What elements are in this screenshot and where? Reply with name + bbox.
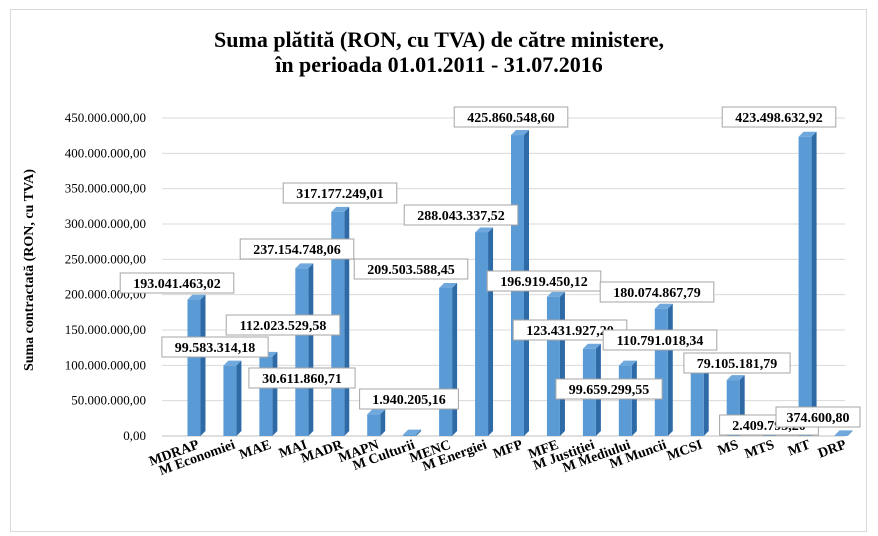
bar — [295, 268, 309, 436]
data-label: 112.023.529,58 — [240, 319, 327, 334]
bar-top — [475, 227, 494, 233]
data-label-box — [282, 182, 398, 204]
bar-side — [811, 131, 817, 436]
data-label: 99.659.299,55 — [569, 383, 650, 398]
data-label-box — [248, 367, 356, 389]
y-tick-label: 400.000.000,00 — [65, 145, 146, 160]
bar-top — [331, 206, 350, 212]
data-label: 1.940.205,16 — [372, 393, 446, 408]
bar-top — [654, 303, 673, 309]
bar-top — [511, 130, 529, 136]
x-category-label: MFP — [491, 438, 525, 463]
bar-top — [439, 282, 458, 288]
chart-title-line-2: în perioada 01.01.2011 - 31.07.2016 — [275, 52, 603, 77]
x-category-label: DRP — [816, 438, 849, 462]
x-category-label: MT — [786, 437, 813, 459]
data-label: 193.041.463,02 — [133, 277, 221, 292]
bar-top — [187, 294, 206, 300]
bar-top — [367, 409, 386, 415]
data-label-box — [775, 406, 861, 428]
data-label: 288.043.337,52 — [417, 209, 505, 224]
data-label: 374.600,80 — [787, 411, 850, 426]
bar-side — [667, 303, 673, 436]
data-label: 79.105.181,79 — [697, 357, 778, 372]
data-label: 99.583.314,18 — [175, 341, 256, 356]
bar-top — [295, 263, 314, 269]
data-label: 110.791.018,34 — [617, 334, 704, 349]
data-label: 425.860.548,60 — [467, 111, 555, 126]
y-tick-label: 0,00 — [123, 428, 146, 443]
y-tick-label: 150.000.000,00 — [65, 322, 146, 337]
bar-side — [452, 282, 458, 436]
bar-side — [380, 409, 386, 436]
bar-side — [703, 352, 709, 436]
bar-top — [223, 360, 242, 366]
y-tick-label: 450.000.000,00 — [65, 110, 146, 125]
y-tick-label: 100.000.000,00 — [65, 357, 146, 372]
y-tick-label: 350.000.000,00 — [65, 181, 146, 196]
data-label-box — [239, 238, 355, 260]
data-label: 180.074.867,79 — [613, 286, 701, 301]
bar-top — [726, 375, 745, 381]
data-label: 123.431.927,20 — [526, 324, 614, 339]
bar-side — [847, 430, 853, 436]
data-label-box — [555, 378, 663, 400]
data-label-box — [225, 314, 341, 336]
bar — [690, 357, 704, 436]
bar — [475, 232, 489, 436]
bar-top — [834, 430, 853, 436]
data-label: 196.919.450,12 — [500, 275, 588, 290]
bar — [798, 136, 812, 436]
chart-title-line-1: Suma plătită (RON, cu TVA) de către mini… — [214, 27, 664, 52]
bar — [187, 299, 201, 436]
data-label-box — [721, 106, 837, 128]
bar-side — [236, 360, 242, 436]
data-label-box — [161, 336, 269, 358]
data-label-box — [403, 204, 519, 226]
data-label-box — [353, 258, 469, 280]
bar-top — [403, 429, 422, 435]
data-label-box — [359, 388, 459, 410]
data-label-box — [119, 272, 235, 294]
data-label-box — [453, 106, 569, 128]
y-tick-label: 300.000.000,00 — [65, 216, 146, 231]
bar-top — [618, 360, 637, 366]
bar — [403, 434, 417, 436]
y-axis-label: Suma contractată (RON, cu TVA) — [22, 169, 37, 371]
bar — [439, 287, 453, 436]
bar — [546, 296, 560, 436]
data-label: 237.154.748,06 — [253, 243, 341, 258]
data-label: 30.611.860,71 — [262, 372, 342, 387]
bar-side — [200, 294, 206, 436]
data-label-box — [486, 270, 602, 292]
bar — [618, 365, 632, 436]
data-label: 423.498.632,92 — [735, 111, 823, 126]
x-category-label: MCSI — [665, 438, 704, 465]
bar-side — [488, 227, 494, 436]
x-category-label: MAE — [237, 438, 273, 463]
data-label-box — [683, 352, 791, 374]
bar — [834, 435, 848, 436]
bar-side — [308, 263, 314, 436]
bar-top — [546, 291, 565, 297]
x-category-label: MTS — [743, 438, 777, 463]
bar-side — [272, 351, 278, 436]
y-tick-label: 50.000.000,00 — [71, 393, 146, 408]
bar-top — [582, 343, 601, 349]
bar — [367, 414, 381, 436]
bar-side — [416, 429, 422, 436]
data-label: 317.177.249,01 — [296, 187, 384, 202]
bar — [223, 365, 237, 436]
bar-side — [559, 291, 565, 436]
bar-top — [798, 131, 817, 137]
data-label-box — [599, 281, 715, 303]
y-tick-label: 250.000.000,00 — [65, 251, 146, 266]
chart-title: Suma plătită (RON, cu TVA) de către mini… — [0, 27, 878, 77]
x-category-label: MS — [716, 438, 741, 459]
data-label: 209.503.588,45 — [367, 263, 455, 278]
bar — [654, 308, 668, 436]
data-label-box — [602, 329, 718, 351]
